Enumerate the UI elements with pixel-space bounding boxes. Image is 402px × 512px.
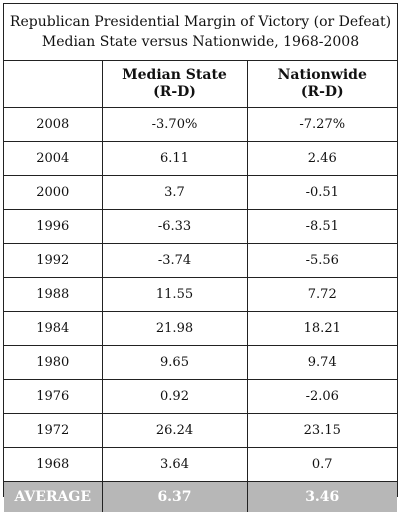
- average-median-state-cell: 6.37: [102, 482, 247, 512]
- median-state-cell: 3.7: [102, 176, 247, 210]
- median-state-cell: 6.11: [102, 142, 247, 176]
- year-cell: 1984: [4, 312, 102, 346]
- year-cell: 1988: [4, 278, 102, 312]
- header-median-state-line2: (R-D): [103, 84, 247, 101]
- median-state-cell: 26.24: [102, 414, 247, 448]
- year-cell: 1972: [4, 414, 102, 448]
- median-state-cell: 9.65: [102, 346, 247, 380]
- table-row: 2008-3.70%-7.27%: [4, 108, 397, 142]
- nationwide-cell: -8.51: [247, 210, 397, 244]
- header-nationwide: Nationwide (R-D): [247, 61, 397, 108]
- year-cell: 1996: [4, 210, 102, 244]
- median-state-cell: -6.33: [102, 210, 247, 244]
- header-median-state: Median State (R-D): [102, 61, 247, 108]
- title-line-2: Median State versus Nationwide, 1968-200…: [42, 32, 359, 52]
- margin-table: Median State (R-D) Nationwide (R-D) 2008…: [4, 61, 397, 512]
- nationwide-cell: -5.56: [247, 244, 397, 278]
- table-title: Republican Presidential Margin of Victor…: [4, 4, 397, 61]
- header-row: Median State (R-D) Nationwide (R-D): [4, 61, 397, 108]
- median-state-cell: -3.70%: [102, 108, 247, 142]
- median-state-cell: 11.55: [102, 278, 247, 312]
- year-cell: 2008: [4, 108, 102, 142]
- title-line-1: Republican Presidential Margin of Victor…: [10, 12, 391, 32]
- year-cell: 1976: [4, 380, 102, 414]
- average-nationwide-cell: 3.46: [247, 482, 397, 512]
- table-row: 1992-3.74-5.56: [4, 244, 397, 278]
- header-nationwide-line1: Nationwide: [248, 67, 398, 84]
- margin-table-figure: Republican Presidential Margin of Victor…: [3, 3, 398, 497]
- nationwide-cell: 2.46: [247, 142, 397, 176]
- year-cell: 2000: [4, 176, 102, 210]
- nationwide-cell: 23.15: [247, 414, 397, 448]
- nationwide-cell: -0.51: [247, 176, 397, 210]
- table-row: 1996-6.33-8.51: [4, 210, 397, 244]
- median-state-cell: 21.98: [102, 312, 247, 346]
- nationwide-cell: -2.06: [247, 380, 397, 414]
- nationwide-cell: -7.27%: [247, 108, 397, 142]
- year-cell: 1968: [4, 448, 102, 482]
- header-year: [4, 61, 102, 108]
- median-state-cell: -3.74: [102, 244, 247, 278]
- nationwide-cell: 9.74: [247, 346, 397, 380]
- header-nationwide-line2: (R-D): [248, 84, 398, 101]
- year-cell: 1992: [4, 244, 102, 278]
- header-median-state-line1: Median State: [103, 67, 247, 84]
- median-state-cell: 0.92: [102, 380, 247, 414]
- average-label-cell: AVERAGE: [4, 482, 102, 512]
- nationwide-cell: 7.72: [247, 278, 397, 312]
- median-state-cell: 3.64: [102, 448, 247, 482]
- nationwide-cell: 0.7: [247, 448, 397, 482]
- year-cell: 1980: [4, 346, 102, 380]
- nationwide-cell: 18.21: [247, 312, 397, 346]
- year-cell: 2004: [4, 142, 102, 176]
